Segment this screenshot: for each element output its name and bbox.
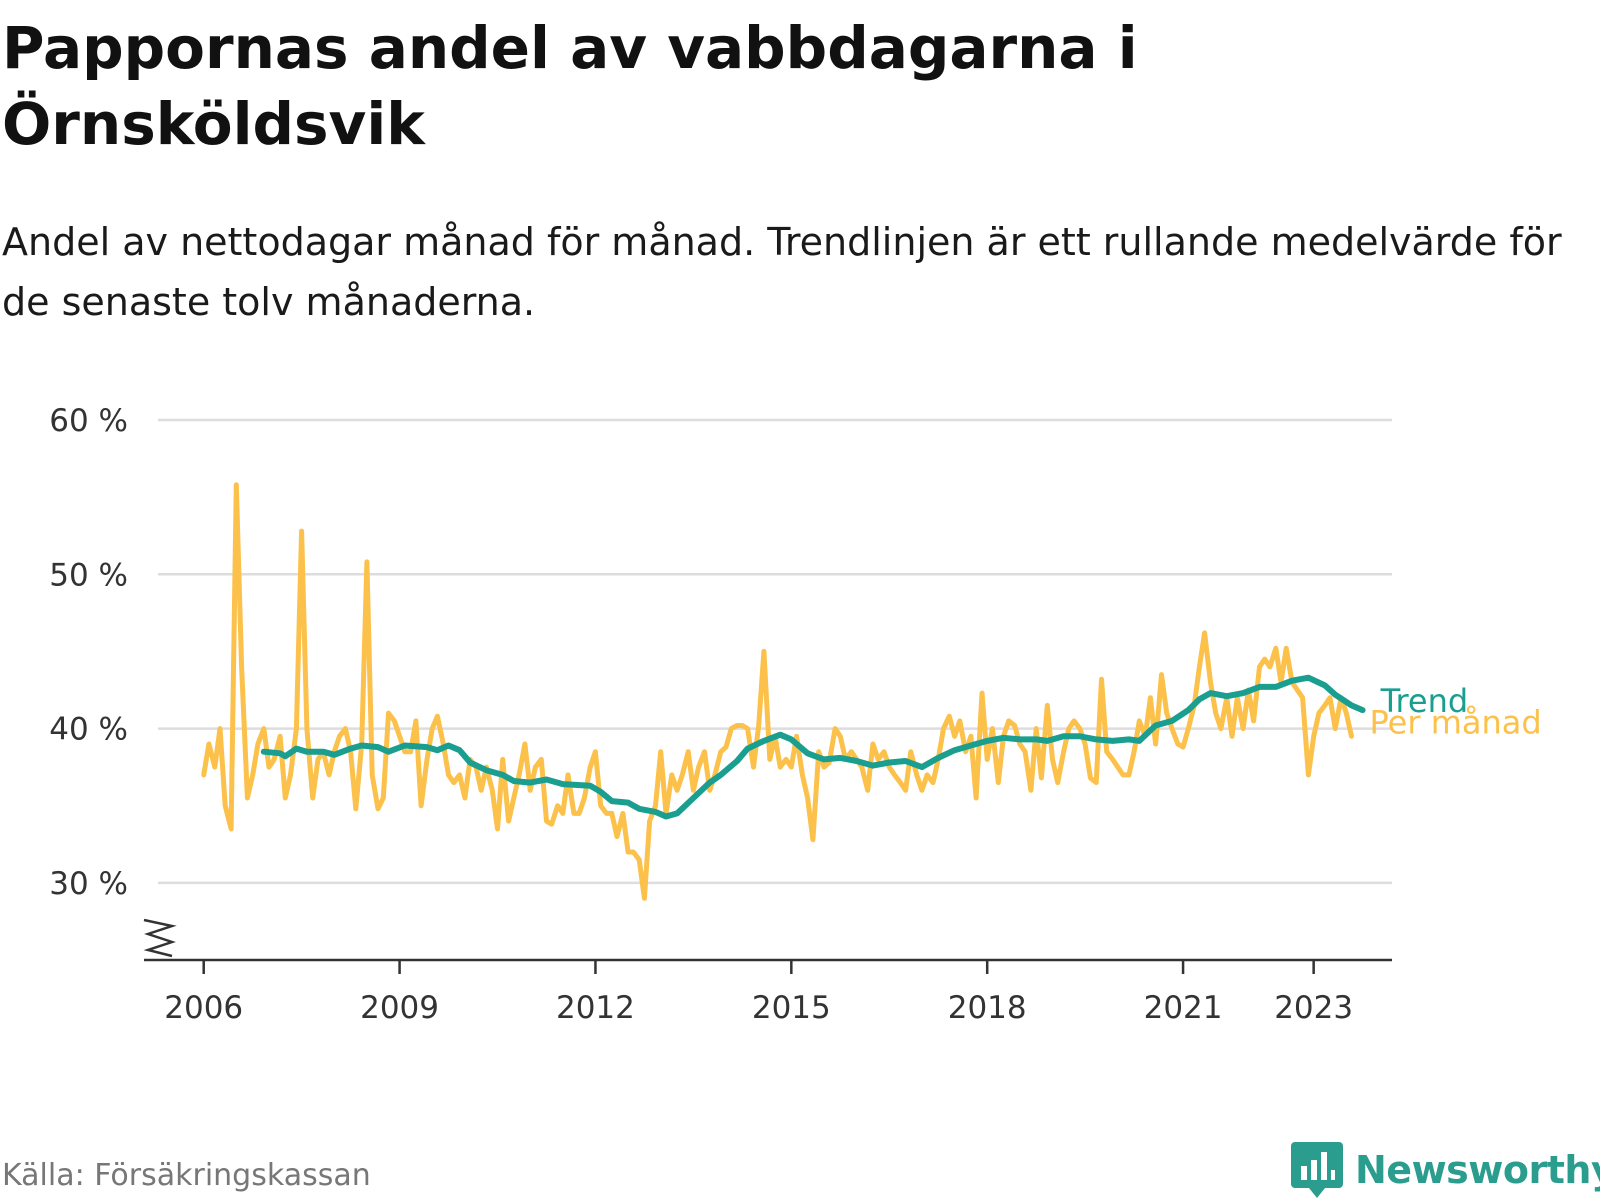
x-tick-label: 2023 (1274, 990, 1353, 1026)
x-tick-label: 2018 (948, 990, 1027, 1026)
source-note: Källa: Försäkringskassan (2, 1158, 371, 1193)
y-tick-label: 30 % (49, 866, 128, 902)
y-axis: 30 % 40 % 50 % 60 % (49, 403, 128, 902)
y-tick-label: 60 % (49, 403, 128, 439)
x-tick-label: 2006 (164, 990, 243, 1026)
y-tick-label: 40 % (49, 712, 128, 748)
axis-break-icon (143, 918, 177, 958)
newsworthy-logo-icon (1291, 1142, 1343, 1198)
series-line-trend (260, 674, 1366, 820)
x-tick-label: 2021 (1144, 990, 1223, 1026)
chart-title: Pappornas andel av vabbdagarna i Örnsköl… (2, 14, 1138, 158)
brand-logo: Newsworthy (1291, 1140, 1600, 1200)
line-chart: 2006 2009 2012 2015 2018 2021 2023 30 % 40 % 50 … (49, 403, 1542, 1026)
chart-subtitle: Andel av nettodagar månad för månad. Tre… (2, 220, 1562, 324)
series-line-per-month (201, 482, 1354, 901)
series-lines (201, 482, 1366, 901)
brand-name: Newsworthy (1355, 1148, 1600, 1192)
x-tick-label: 2009 (360, 990, 439, 1026)
x-tick-label: 2015 (752, 990, 831, 1026)
series-label-trend: Trend (1380, 682, 1469, 720)
x-tick-label: 2012 (556, 990, 635, 1026)
series-label-per-month: Per månad (1370, 703, 1542, 741)
x-axis: 2006 2009 2012 2015 2018 2021 2023 (143, 918, 1392, 1026)
y-tick-label: 50 % (49, 557, 128, 593)
